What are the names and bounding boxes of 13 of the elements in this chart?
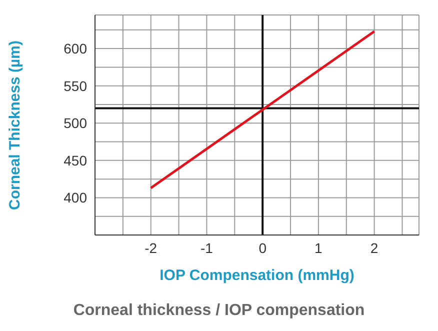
- x-tick-label: 0: [258, 240, 267, 256]
- x-tick-label: 1: [314, 240, 323, 256]
- y-tick-label: 600: [64, 40, 88, 57]
- x-tick-label: 2: [370, 240, 378, 256]
- y-tick-label: 500: [64, 115, 88, 132]
- x-axis-title: IOP Compensation (mmHg): [160, 267, 354, 284]
- x-tick-label: -2: [144, 240, 158, 256]
- text: Corneal thickness / IOP compensation: [72, 302, 366, 320]
- y-tick-label: 400: [64, 190, 88, 206]
- y-axis-title: Corneal Thickness (µm): [6, 40, 24, 210]
- x-tick-label: -1: [200, 240, 214, 256]
- y-tick-label: 450: [64, 152, 88, 168]
- y-tick-label: 550: [64, 78, 88, 94]
